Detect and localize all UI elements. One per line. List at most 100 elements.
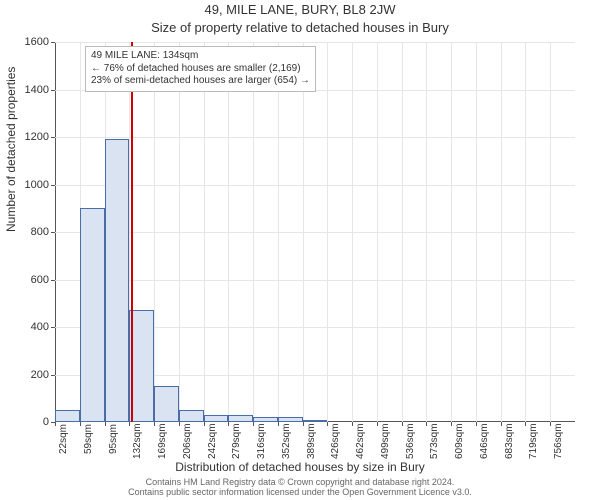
footer-line-2: Contains public sector information licen… bbox=[128, 487, 472, 497]
x-tick-label: 242sqm bbox=[207, 423, 218, 459]
footer-line-1: Contains HM Land Registry data © Crown c… bbox=[146, 477, 455, 487]
histogram-bar bbox=[129, 310, 154, 422]
x-tick-mark bbox=[55, 422, 56, 426]
x-tick-mark bbox=[525, 422, 526, 426]
grid-line-vertical bbox=[402, 42, 403, 422]
grid-line-vertical bbox=[501, 42, 502, 422]
y-tick-mark bbox=[51, 185, 55, 186]
y-tick-mark bbox=[51, 327, 55, 328]
x-tick-mark bbox=[253, 422, 254, 426]
x-tick-label: 95sqm bbox=[108, 423, 119, 453]
histogram-bar bbox=[303, 420, 328, 422]
x-tick-label: 59sqm bbox=[83, 423, 94, 453]
grid-line-vertical bbox=[154, 42, 155, 422]
x-tick-mark bbox=[352, 422, 353, 426]
grid-line-horizontal bbox=[55, 280, 575, 281]
grid-line-vertical bbox=[228, 42, 229, 422]
y-tick-label: 1200 bbox=[9, 131, 49, 143]
histogram-bar bbox=[179, 410, 204, 422]
grid-line-horizontal bbox=[55, 42, 575, 43]
grid-line-vertical bbox=[426, 42, 427, 422]
histogram-bar bbox=[154, 386, 179, 422]
grid-line-vertical bbox=[253, 42, 254, 422]
x-tick-label: 169sqm bbox=[157, 423, 168, 459]
histogram-bar bbox=[228, 415, 253, 422]
grid-line-vertical bbox=[204, 42, 205, 422]
y-tick-label: 1000 bbox=[9, 179, 49, 191]
histogram-bar bbox=[204, 415, 229, 422]
x-tick-label: 206sqm bbox=[182, 423, 193, 459]
x-tick-mark bbox=[550, 422, 551, 426]
y-tick-label: 600 bbox=[9, 274, 49, 286]
x-tick-label: 426sqm bbox=[330, 423, 341, 459]
x-tick-mark bbox=[451, 422, 452, 426]
y-tick-mark bbox=[51, 42, 55, 43]
x-tick-label: 316sqm bbox=[256, 423, 267, 459]
tooltip-line-3: 23% of semi-detached houses are larger (… bbox=[91, 75, 310, 88]
grid-line-horizontal bbox=[55, 185, 575, 186]
y-tick-label: 1600 bbox=[9, 36, 49, 48]
x-tick-label: 22sqm bbox=[58, 423, 69, 453]
y-tick-label: 1400 bbox=[9, 84, 49, 96]
histogram-bar bbox=[278, 417, 303, 422]
x-tick-mark bbox=[105, 422, 106, 426]
grid-line-vertical bbox=[377, 42, 378, 422]
y-tick-mark bbox=[51, 90, 55, 91]
x-tick-mark bbox=[129, 422, 130, 426]
y-tick-label: 0 bbox=[9, 416, 49, 428]
histogram-bar bbox=[105, 139, 130, 422]
grid-line-vertical bbox=[179, 42, 180, 422]
x-tick-mark bbox=[278, 422, 279, 426]
y-tick-mark bbox=[51, 375, 55, 376]
x-tick-mark bbox=[179, 422, 180, 426]
x-tick-mark bbox=[303, 422, 304, 426]
tooltip-line-1: 49 MILE LANE: 134sqm bbox=[91, 50, 310, 63]
y-tick-label: 200 bbox=[9, 369, 49, 381]
x-tick-mark bbox=[154, 422, 155, 426]
x-tick-label: 756sqm bbox=[553, 423, 564, 459]
x-tick-mark bbox=[327, 422, 328, 426]
y-tick-label: 400 bbox=[9, 321, 49, 333]
x-tick-label: 646sqm bbox=[479, 423, 490, 459]
chart-title: Size of property relative to detached ho… bbox=[0, 20, 600, 35]
grid-line-vertical bbox=[352, 42, 353, 422]
x-tick-mark bbox=[204, 422, 205, 426]
x-tick-mark bbox=[402, 422, 403, 426]
x-tick-label: 499sqm bbox=[380, 423, 391, 459]
tooltip-line-2: ← 76% of detached houses are smaller (2,… bbox=[91, 63, 310, 76]
grid-line-horizontal bbox=[55, 137, 575, 138]
property-tooltip: 49 MILE LANE: 134sqm← 76% of detached ho… bbox=[85, 46, 316, 92]
grid-line-horizontal bbox=[55, 232, 575, 233]
x-tick-label: 352sqm bbox=[281, 423, 292, 459]
x-tick-label: 389sqm bbox=[306, 423, 317, 459]
property-marker-line bbox=[131, 42, 133, 422]
grid-line-vertical bbox=[327, 42, 328, 422]
grid-line-vertical bbox=[525, 42, 526, 422]
chart-container: 49, MILE LANE, BURY, BL8 2JW Size of pro… bbox=[0, 0, 600, 500]
x-tick-mark bbox=[80, 422, 81, 426]
grid-line-vertical bbox=[550, 42, 551, 422]
x-tick-mark bbox=[228, 422, 229, 426]
x-tick-label: 719sqm bbox=[528, 423, 539, 459]
x-tick-mark bbox=[426, 422, 427, 426]
y-tick-mark bbox=[51, 280, 55, 281]
grid-line-vertical bbox=[303, 42, 304, 422]
x-tick-mark bbox=[501, 422, 502, 426]
x-axis-label: Distribution of detached houses by size … bbox=[0, 460, 600, 474]
x-tick-mark bbox=[476, 422, 477, 426]
histogram-bar bbox=[80, 208, 105, 422]
y-tick-mark bbox=[51, 137, 55, 138]
grid-line-vertical bbox=[476, 42, 477, 422]
x-tick-label: 132sqm bbox=[132, 423, 143, 459]
x-tick-label: 573sqm bbox=[429, 423, 440, 459]
x-tick-label: 536sqm bbox=[405, 423, 416, 459]
x-tick-label: 609sqm bbox=[454, 423, 465, 459]
x-tick-label: 462sqm bbox=[355, 423, 366, 459]
histogram-bar bbox=[253, 417, 278, 422]
histogram-bar bbox=[55, 410, 80, 422]
y-tick-mark bbox=[51, 232, 55, 233]
x-tick-mark bbox=[377, 422, 378, 426]
page-title: 49, MILE LANE, BURY, BL8 2JW bbox=[0, 2, 600, 17]
x-tick-label: 683sqm bbox=[504, 423, 515, 459]
x-tick-label: 279sqm bbox=[231, 423, 242, 459]
